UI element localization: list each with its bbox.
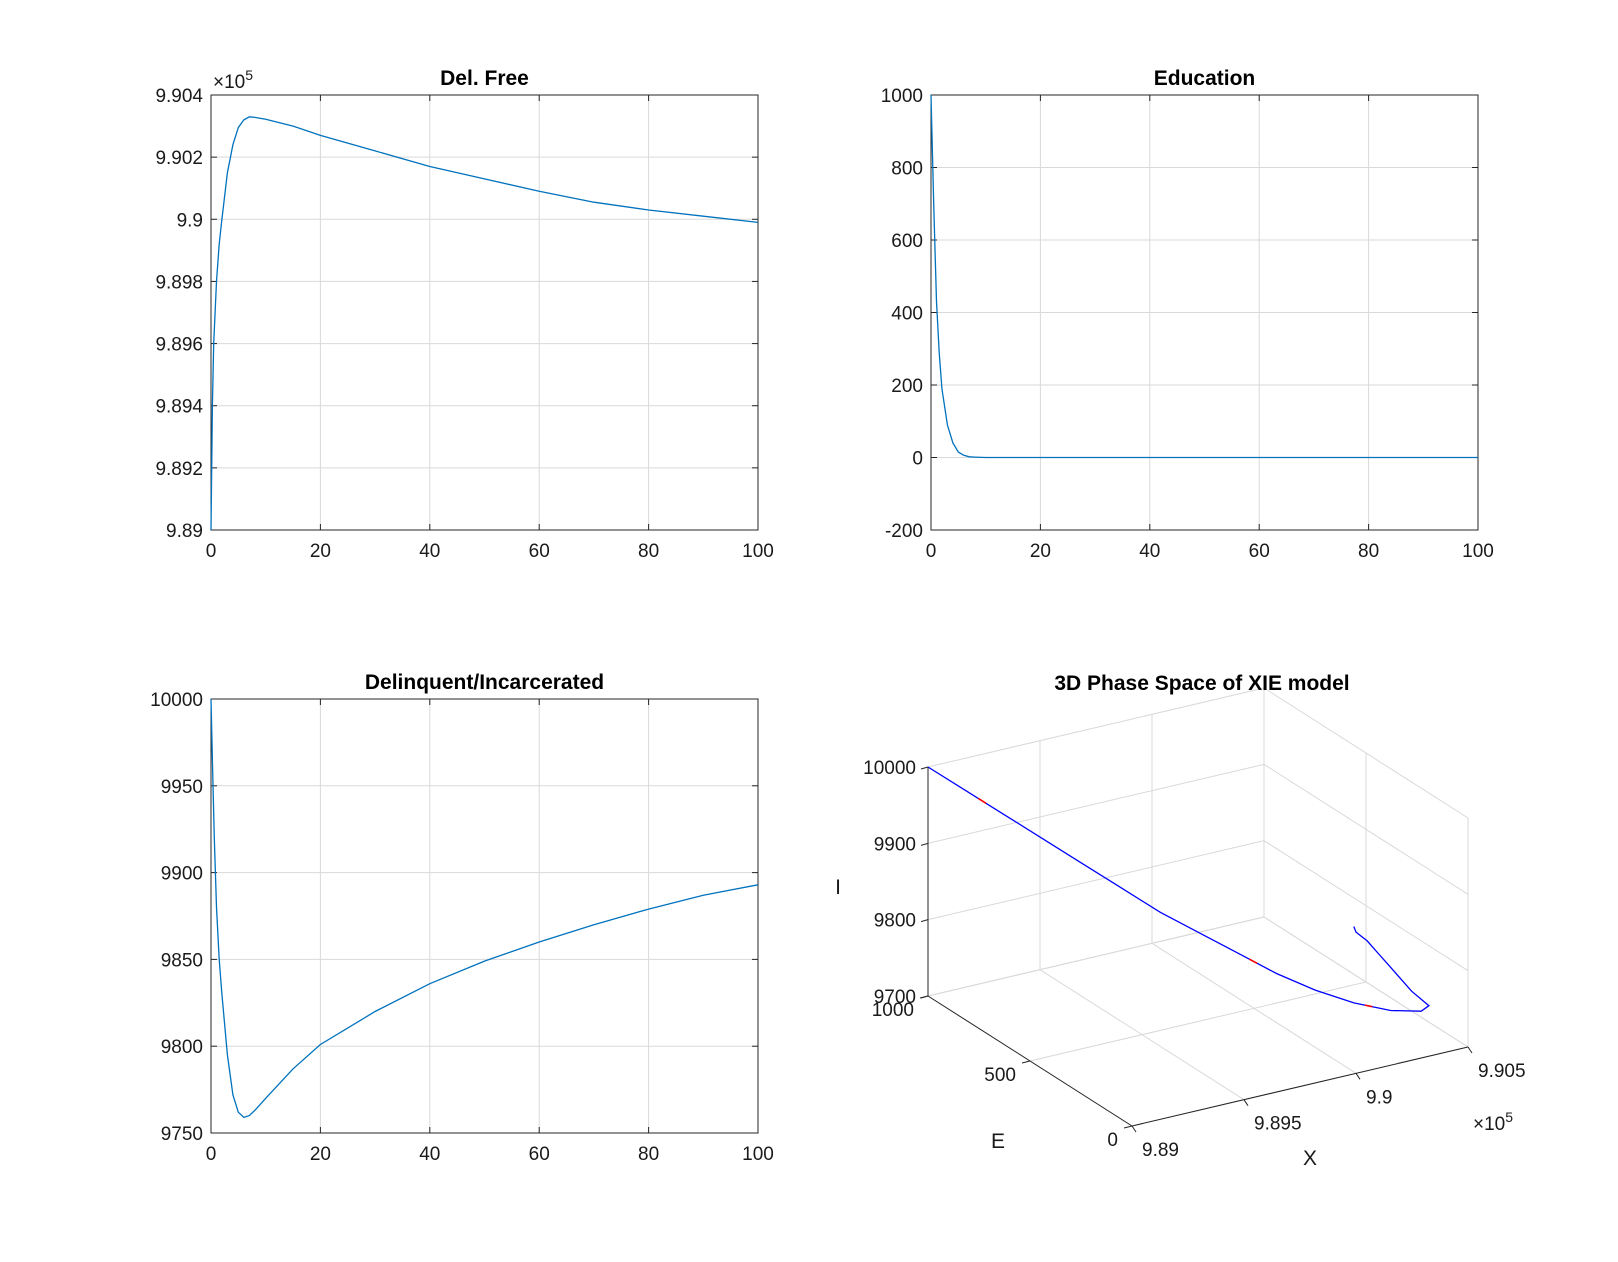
x-tick-label: 60	[529, 1144, 550, 1165]
x-tick-label: 60	[1249, 541, 1270, 562]
x-tick-label: 20	[1030, 541, 1051, 562]
y-tick-label: -200	[885, 521, 923, 542]
x-tick-label: 80	[638, 541, 659, 562]
i-axis-label: I	[835, 876, 841, 899]
i-tick-label: 9800	[874, 911, 916, 932]
series-line-1	[930, 94, 1478, 459]
chart-title: Delinquent/Incarcerated	[365, 671, 604, 694]
y-tick-label: 9.894	[155, 397, 203, 418]
i-tick-label: 9900	[874, 834, 916, 855]
y-tick-label: 9.902	[155, 148, 203, 169]
i-grid-line	[1263, 840, 1469, 972]
x-tick-label: 0	[206, 1144, 217, 1165]
i-grid-line	[1263, 687, 1469, 819]
chart-title: 3D Phase Space of XIE model	[1054, 672, 1349, 695]
subplot-1: 0 20 40 60 80 100 9.89 9.892 9.894 9.896 9.898 9.9 9…	[155, 67, 773, 562]
y-tick-label: 800	[891, 159, 923, 180]
trajectory-line-1	[927, 766, 1430, 1012]
x-tick-label: 100	[742, 1144, 774, 1165]
y-tick-label: 9800	[161, 1037, 203, 1058]
chart-title: Education	[1154, 67, 1256, 90]
i-tick-mark	[920, 766, 929, 770]
y-tick-label: 9.892	[155, 459, 203, 480]
i-tick-label: 9700	[874, 987, 916, 1008]
x-tick-label: 9.89	[1142, 1140, 1179, 1161]
e-grid-line	[1029, 981, 1367, 1062]
x-tick-label: 80	[638, 1144, 659, 1165]
chart-title: Del. Free	[440, 67, 529, 90]
i-grid-line	[1263, 763, 1469, 895]
i-grid-line	[927, 916, 1265, 997]
y-tick-label: 9750	[161, 1124, 203, 1145]
subplot-3: 0 20 40 60 80 100 9750 9800 9850 9900 9950 10000 Del…	[150, 671, 774, 1165]
x-tick-label: 20	[310, 541, 331, 562]
x-exponent-label: ×105	[1473, 1109, 1513, 1135]
x-tick-label: 40	[419, 541, 440, 562]
e-tick-label: 500	[984, 1065, 1016, 1086]
y-tick-label: 9.898	[155, 272, 203, 293]
i-grid-line	[927, 763, 1265, 844]
y-tick-label: 9.9	[177, 210, 203, 231]
e-tick-mark	[1123, 1125, 1133, 1129]
direction-marker	[1249, 958, 1258, 965]
x-tick-mark	[1355, 1073, 1361, 1080]
i-tick-mark	[920, 842, 929, 846]
x-tick-label: 40	[1139, 541, 1160, 562]
e-axis-label: E	[991, 1130, 1005, 1153]
y-tick-label: 9.896	[155, 335, 203, 356]
x-tick-label: 80	[1358, 541, 1379, 562]
y-tick-label: 600	[891, 231, 923, 252]
x-tick-label: 0	[926, 541, 937, 562]
series-line-1	[210, 698, 759, 1119]
y-tick-label: 10000	[150, 690, 203, 711]
y-tick-label: 9900	[161, 864, 203, 885]
y-tick-label: 9850	[161, 950, 203, 971]
i-grid-line	[927, 687, 1265, 768]
axes-frame	[210, 94, 759, 531]
i-grid-line	[927, 840, 1265, 921]
i-tick-label: 10000	[863, 758, 916, 779]
x-tick-label: 100	[1462, 541, 1494, 562]
y-tick-label: 0	[912, 449, 923, 470]
direction-marker	[1364, 1004, 1373, 1008]
y-tick-label: 9.904	[155, 86, 203, 107]
x-tick-mark	[1467, 1046, 1473, 1054]
x-tick-label: 60	[529, 541, 550, 562]
x-tick-label: 20	[310, 1144, 331, 1165]
x-tick-label: 9.895	[1254, 1114, 1302, 1135]
direction-marker	[977, 797, 987, 805]
series-line-1	[210, 116, 759, 531]
subplot-2: 0 20 40 60 80 100-20002004006008001000Educati…	[881, 67, 1494, 562]
y-tick-label: 9950	[161, 777, 203, 798]
y-tick-label: 400	[891, 304, 923, 325]
y-tick-label: 1000	[881, 86, 923, 107]
x-tick-mark	[1243, 1099, 1249, 1106]
i-grid-line	[1263, 916, 1469, 1048]
y-tick-label: 200	[891, 376, 923, 397]
e-tick-mark	[1021, 1060, 1031, 1064]
y-tick-label: 9.89	[166, 521, 203, 542]
x-tick-label: 9.905	[1478, 1061, 1526, 1082]
i-tick-mark	[920, 919, 929, 923]
x-axis-label: X	[1303, 1147, 1317, 1170]
x-axis-line	[1131, 1046, 1469, 1127]
i-tick-mark	[920, 995, 929, 999]
x-tick-label: 9.9	[1366, 1087, 1392, 1108]
x-tick-mark	[1131, 1125, 1137, 1133]
x-tick-label: 40	[419, 1144, 440, 1165]
e-tick-label: 0	[1107, 1130, 1118, 1151]
x-tick-label: 0	[206, 541, 217, 562]
e-tick-label: 1000	[872, 1000, 914, 1021]
axes-frame	[210, 698, 759, 1134]
x-tick-label: 100	[742, 541, 774, 562]
y-exponent-label: ×105	[213, 67, 253, 93]
